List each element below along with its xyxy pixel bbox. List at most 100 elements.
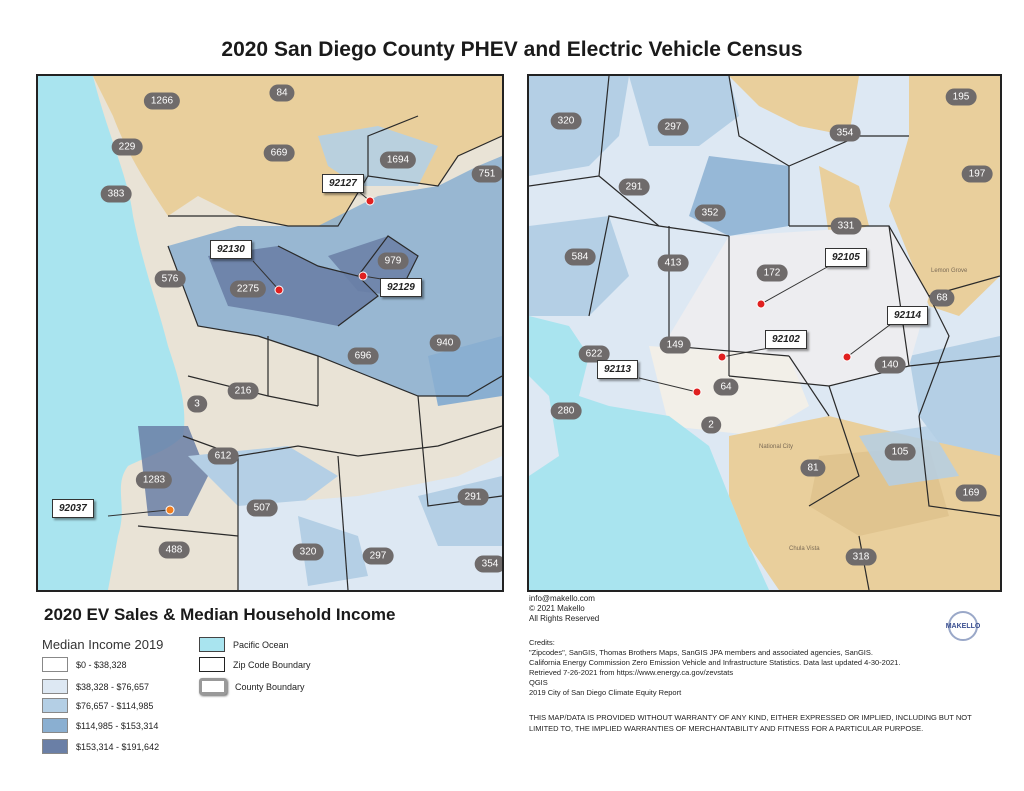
zip-count-badge: 64 [713, 378, 739, 396]
zip-count-badge: 352 [694, 204, 726, 222]
credits-line: QGIS [529, 678, 548, 687]
zip-count-badge: 413 [657, 254, 689, 272]
zip-count-badge: 1283 [135, 471, 173, 489]
ev-marker-pin[interactable] [358, 271, 368, 281]
zip-count-badge: 1266 [143, 92, 181, 110]
zip-count-badge: 68 [929, 289, 955, 307]
zip-count-badge: 584 [564, 248, 596, 266]
legend-swatch [42, 739, 68, 754]
zip-count-badge: 84 [269, 84, 295, 102]
legend-title: 2020 EV Sales & Median Household Income [44, 605, 396, 624]
zip-count-badge: 979 [377, 252, 409, 270]
zip-count-badge: 320 [550, 112, 582, 130]
callout-92129[interactable]: 92129 [380, 278, 422, 297]
credits-line: 2019 City of San Diego Climate Equity Re… [529, 688, 682, 697]
ev-marker-pin[interactable] [842, 352, 852, 362]
page-title: 2020 San Diego County PHEV and Electric … [221, 38, 803, 61]
zip-count-badge: 81 [800, 459, 826, 477]
place-label: Lemon Grove [931, 268, 968, 274]
zip-count-badge: 383 [100, 185, 132, 203]
credits-line: California Energy Commission Zero Emissi… [529, 658, 901, 667]
callout-92102[interactable]: 92102 [765, 330, 807, 349]
contact-email[interactable]: info@makello.com [529, 594, 595, 603]
zip-count-badge: 172 [756, 264, 788, 282]
zip-count-badge: 331 [830, 217, 862, 235]
zip-count-badge: 612 [207, 447, 239, 465]
contact-block: info@makello.com © 2021 Makello All Righ… [529, 594, 599, 624]
makello-logo: MAKELLO [946, 611, 980, 641]
legend-label: County Boundary [235, 681, 305, 692]
zip-count-badge: 622 [578, 345, 610, 363]
zip-count-badge: 105 [884, 443, 916, 461]
legend-label: $153,314 - $191,642 [76, 741, 160, 752]
legend-swatch [199, 678, 227, 695]
ev-marker-pin[interactable] [274, 285, 284, 295]
zip-count-badge: 3 [187, 395, 207, 413]
callout-92113[interactable]: 92113 [597, 360, 639, 379]
place-label: Chula Vista [789, 546, 820, 552]
zip-count-badge: 669 [263, 144, 295, 162]
ev-marker-pin[interactable] [692, 387, 702, 397]
zip-count-badge: 2 [701, 416, 721, 434]
left-map[interactable]: 1266 84 229 669 1694 751 383 979 576 227… [36, 74, 504, 592]
credits-block: Credits: "Zipcodes", SanGIS, Thomas Brot… [529, 638, 979, 698]
zip-count-badge: 318 [845, 548, 877, 566]
legend-label: $0 - $38,328 [76, 659, 127, 670]
zip-count-badge: 2275 [229, 280, 267, 298]
legend-label: $76,657 - $114,985 [76, 700, 154, 711]
legend-income-2: $76,657 - $114,985 [42, 698, 153, 713]
zip-count-badge: 291 [618, 178, 650, 196]
legend-swatch [42, 718, 68, 733]
zip-count-badge: 297 [362, 547, 394, 565]
callout-92130[interactable]: 92130 [210, 240, 252, 259]
legend-swatch [42, 657, 68, 672]
legend-swatch [199, 637, 225, 652]
zip-count-badge: 751 [471, 165, 502, 183]
rights: All Rights Reserved [529, 614, 600, 623]
legend-label: Pacific Ocean [233, 639, 289, 650]
legend-county-boundary: County Boundary [199, 678, 305, 695]
ev-marker-pin[interactable] [756, 299, 766, 309]
zip-count-badge: 354 [474, 555, 502, 573]
disclaimer: THIS MAP/DATA IS PROVIDED WITHOUT WARRAN… [529, 713, 972, 733]
callout-92105[interactable]: 92105 [825, 248, 867, 267]
left-map-svg [38, 76, 502, 590]
zip-count-badge: 169 [955, 484, 987, 502]
credits-line: Retrieved 7-26-2021 from https://www.ene… [529, 668, 734, 677]
legend-zip-boundary: Zip Code Boundary [199, 657, 311, 672]
credits-line: "Zipcodes", SanGIS, Thomas Brothers Maps… [529, 648, 873, 657]
pacific-ocean [38, 76, 185, 590]
legend-income-4: $153,314 - $191,642 [42, 739, 159, 754]
place-label: National City [759, 444, 794, 450]
legend-subtitle: Median Income 2019 [42, 637, 164, 652]
legend-label: $38,328 - $76,657 [76, 681, 150, 692]
zip-count-badge: 320 [292, 543, 324, 561]
ev-marker-pin[interactable] [165, 505, 175, 515]
zip-count-badge: 297 [657, 118, 689, 136]
zip-count-badge: 229 [111, 138, 143, 156]
legend-swatch [199, 657, 225, 672]
legend-swatch [42, 679, 68, 694]
callout-92127[interactable]: 92127 [322, 174, 364, 193]
legend-income-1: $38,328 - $76,657 [42, 679, 149, 694]
zip-count-badge: 696 [347, 347, 379, 365]
zip-count-badge: 488 [158, 541, 190, 559]
right-map[interactable]: 320 297 195 354 291 197 352 331 584 413 … [527, 74, 1002, 592]
zip-count-badge: 280 [550, 402, 582, 420]
zip-count-badge: 149 [659, 336, 691, 354]
zip-count-badge: 354 [829, 124, 861, 142]
zip-count-badge: 216 [227, 382, 259, 400]
ev-marker-pin[interactable] [717, 352, 727, 362]
legend-income-0: $0 - $38,328 [42, 657, 127, 672]
legend-swatch [42, 698, 68, 713]
zip-count-badge: 197 [961, 165, 993, 183]
zip-count-badge: 140 [874, 356, 906, 374]
legend-label: Zip Code Boundary [233, 659, 311, 670]
legend-pacific-ocean: Pacific Ocean [199, 637, 289, 652]
credits-heading: Credits: [529, 638, 555, 647]
callout-92037[interactable]: 92037 [52, 499, 94, 518]
zip-count-badge: 507 [246, 499, 278, 517]
legend-label: $114,985 - $153,314 [76, 720, 159, 731]
callout-92114[interactable]: 92114 [887, 306, 929, 325]
ev-marker-pin[interactable] [365, 196, 375, 206]
